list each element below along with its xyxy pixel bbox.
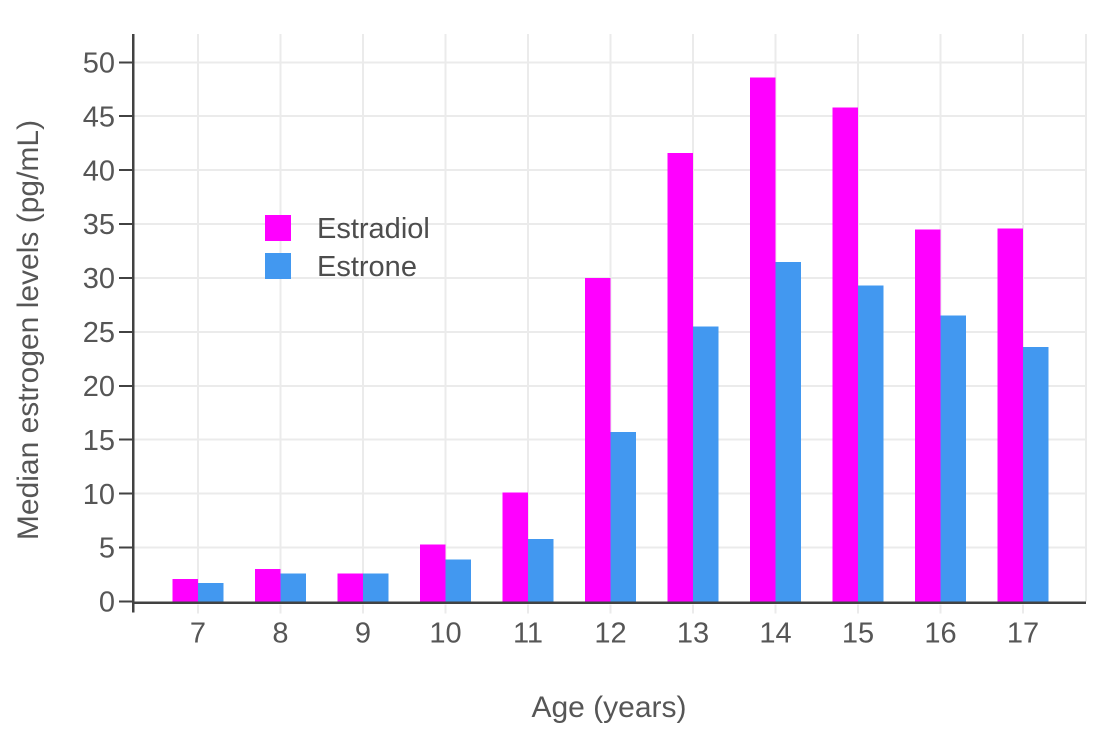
y-tick-label-40: 40: [83, 155, 115, 187]
legend-swatch-estradiol[interactable]: [265, 215, 291, 241]
y-tick-label-15: 15: [83, 425, 115, 457]
bar-estradiol-age-7[interactable]: [172, 578, 199, 602]
bar-estrone-age-14[interactable]: [775, 261, 802, 602]
x-tick-label-13: 13: [677, 618, 709, 650]
bars: [172, 77, 1049, 602]
x-tick-label-7: 7: [190, 618, 206, 650]
legend-label-estradiol[interactable]: Estradiol: [317, 213, 430, 245]
legend: Estradiol Estrone: [265, 213, 430, 283]
bar-estradiol-age-15[interactable]: [832, 107, 859, 602]
legend-label-estrone[interactable]: Estrone: [317, 251, 417, 283]
y-tick-label-50: 50: [83, 47, 115, 79]
legend-item-estrone[interactable]: Estrone: [265, 251, 417, 283]
bar-estrone-age-7[interactable]: [198, 583, 224, 602]
bar-estradiol-age-12[interactable]: [585, 277, 611, 602]
bar-estradiol-age-11[interactable]: [502, 492, 529, 602]
bar-estradiol-age-13[interactable]: [667, 152, 694, 602]
y-tick-label-30: 30: [83, 263, 115, 295]
y-tick-label-35: 35: [83, 209, 115, 241]
bar-estrone-age-10[interactable]: [445, 559, 472, 602]
x-tick-label-15: 15: [842, 618, 874, 650]
x-tick-label-10: 10: [429, 618, 461, 650]
bar-estrone-age-17[interactable]: [1023, 346, 1049, 602]
bar-estradiol-age-9[interactable]: [337, 573, 364, 602]
x-tick-label-14: 14: [759, 618, 791, 650]
bar-estrone-age-12[interactable]: [610, 432, 637, 602]
bar-estrone-age-16[interactable]: [940, 315, 967, 602]
bar-estrone-age-13[interactable]: [693, 326, 719, 602]
bar-estradiol-age-16[interactable]: [915, 229, 941, 602]
x-tick-label-16: 16: [924, 618, 956, 650]
y-tick-labels: 0 5 10 15 20 25 30 35 40 45 50: [83, 47, 115, 618]
x-tick-label-12: 12: [594, 618, 626, 650]
bar-estradiol-age-17[interactable]: [997, 228, 1024, 602]
x-tick-label-17: 17: [1007, 618, 1039, 650]
bar-estrone-age-8[interactable]: [280, 573, 307, 602]
y-axis-title: Median estrogen levels (pg/mL): [12, 120, 45, 540]
y-tick-label-45: 45: [83, 101, 115, 133]
bar-estradiol-age-8[interactable]: [255, 569, 281, 602]
y-tick-label-0: 0: [99, 587, 115, 619]
legend-swatch-estrone[interactable]: [265, 253, 291, 279]
x-tick-label-8: 8: [272, 618, 288, 650]
y-tick-label-25: 25: [83, 317, 115, 349]
y-tick-label-5: 5: [99, 533, 115, 565]
x-tick-label-11: 11: [513, 618, 543, 650]
legend-item-estradiol[interactable]: Estradiol: [265, 213, 430, 245]
x-tick-label-9: 9: [355, 618, 371, 650]
x-axis-title: Age (years): [531, 691, 686, 724]
bar-estrone-age-15[interactable]: [858, 285, 884, 602]
x-tick-labels: 7 8 9 10 11 12 13 14 15 16 17: [190, 618, 1039, 650]
y-tick-label-10: 10: [83, 479, 115, 511]
bar-estradiol-age-10[interactable]: [420, 544, 446, 602]
y-tick-label-20: 20: [83, 371, 115, 403]
bar-estrone-age-9[interactable]: [363, 573, 389, 602]
bar-estrone-age-11[interactable]: [528, 538, 554, 602]
axes: [119, 34, 1086, 613]
bar-estradiol-age-14[interactable]: [750, 77, 776, 602]
